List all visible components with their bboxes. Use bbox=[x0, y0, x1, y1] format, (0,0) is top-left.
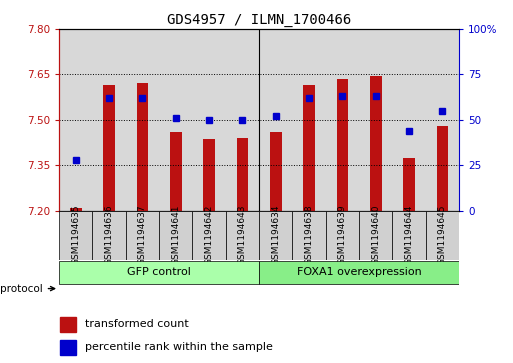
Bar bbox=[136, 83, 148, 211]
Bar bbox=[59, 29, 92, 211]
FancyBboxPatch shape bbox=[392, 211, 426, 260]
Text: GSM1194641: GSM1194641 bbox=[171, 205, 180, 265]
FancyBboxPatch shape bbox=[292, 211, 326, 260]
FancyBboxPatch shape bbox=[259, 211, 292, 260]
FancyBboxPatch shape bbox=[92, 211, 126, 260]
Bar bbox=[337, 79, 348, 211]
Text: GSM1194643: GSM1194643 bbox=[238, 205, 247, 265]
Bar bbox=[370, 76, 382, 211]
Bar bbox=[61, 317, 76, 332]
Text: GSM1194644: GSM1194644 bbox=[405, 205, 413, 265]
Text: GSM1194638: GSM1194638 bbox=[305, 205, 313, 265]
FancyBboxPatch shape bbox=[159, 211, 192, 260]
FancyBboxPatch shape bbox=[192, 211, 226, 260]
Text: percentile rank within the sample: percentile rank within the sample bbox=[85, 342, 273, 352]
Text: protocol: protocol bbox=[0, 284, 55, 294]
Bar bbox=[426, 29, 459, 211]
Text: GSM1194642: GSM1194642 bbox=[205, 205, 213, 265]
FancyBboxPatch shape bbox=[326, 211, 359, 260]
FancyBboxPatch shape bbox=[226, 211, 259, 260]
Bar bbox=[61, 339, 76, 355]
Bar bbox=[326, 29, 359, 211]
Text: GSM1194637: GSM1194637 bbox=[138, 205, 147, 265]
Bar bbox=[203, 139, 215, 211]
Bar bbox=[259, 29, 292, 211]
Text: GSM1194634: GSM1194634 bbox=[271, 205, 280, 265]
Text: GSM1194645: GSM1194645 bbox=[438, 205, 447, 265]
Text: FOXA1 overexpression: FOXA1 overexpression bbox=[297, 267, 422, 277]
FancyBboxPatch shape bbox=[59, 261, 259, 284]
Bar bbox=[192, 29, 226, 211]
Bar bbox=[270, 132, 282, 211]
Bar bbox=[103, 85, 115, 211]
FancyBboxPatch shape bbox=[259, 261, 459, 284]
Text: transformed count: transformed count bbox=[85, 319, 189, 330]
Text: GFP control: GFP control bbox=[127, 267, 191, 277]
FancyBboxPatch shape bbox=[359, 211, 392, 260]
Text: GSM1194640: GSM1194640 bbox=[371, 205, 380, 265]
Bar bbox=[159, 29, 192, 211]
Text: GSM1194635: GSM1194635 bbox=[71, 205, 80, 265]
FancyBboxPatch shape bbox=[426, 211, 459, 260]
Bar bbox=[170, 132, 182, 211]
FancyBboxPatch shape bbox=[59, 211, 92, 260]
Bar bbox=[236, 138, 248, 211]
Bar bbox=[92, 29, 126, 211]
Text: GSM1194639: GSM1194639 bbox=[338, 205, 347, 265]
Bar bbox=[70, 208, 82, 211]
Bar bbox=[359, 29, 392, 211]
Bar bbox=[303, 85, 315, 211]
Bar bbox=[126, 29, 159, 211]
Bar bbox=[437, 126, 448, 211]
Text: GSM1194636: GSM1194636 bbox=[105, 205, 113, 265]
Bar bbox=[292, 29, 326, 211]
Bar bbox=[392, 29, 426, 211]
FancyBboxPatch shape bbox=[126, 211, 159, 260]
Title: GDS4957 / ILMN_1700466: GDS4957 / ILMN_1700466 bbox=[167, 13, 351, 26]
Bar bbox=[403, 158, 415, 211]
Bar bbox=[226, 29, 259, 211]
